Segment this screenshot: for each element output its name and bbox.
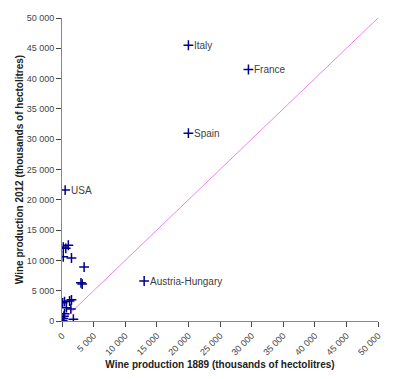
svg-text:5 000: 5 000 <box>32 286 55 296</box>
svg-text:50 000: 50 000 <box>27 13 55 23</box>
svg-text:Wine production 1889 (thousand: Wine production 1889 (thousands of hecto… <box>105 359 334 370</box>
svg-text:10 000: 10 000 <box>103 331 130 358</box>
svg-text:45 000: 45 000 <box>324 331 351 358</box>
svg-text:Wine production 2012 (thousand: Wine production 2012 (thousands of hecto… <box>14 55 25 284</box>
svg-text:45 000: 45 000 <box>27 43 55 53</box>
svg-text:USA: USA <box>71 185 92 196</box>
svg-text:35 000: 35 000 <box>27 104 55 114</box>
svg-text:50 000: 50 000 <box>356 331 383 358</box>
svg-text:5 000: 5 000 <box>75 331 98 354</box>
svg-text:40 000: 40 000 <box>293 331 320 358</box>
svg-text:30 000: 30 000 <box>27 134 55 144</box>
svg-text:Austria-Hungary: Austria-Hungary <box>150 276 222 287</box>
svg-text:15 000: 15 000 <box>27 225 55 235</box>
svg-text:10 000: 10 000 <box>27 256 55 266</box>
svg-text:0: 0 <box>49 316 54 326</box>
svg-text:15 000: 15 000 <box>135 331 162 358</box>
svg-text:20 000: 20 000 <box>27 195 55 205</box>
svg-text:Italy: Italy <box>194 40 212 51</box>
svg-text:0: 0 <box>56 331 67 342</box>
svg-text:35 000: 35 000 <box>261 331 288 358</box>
svg-text:20 000: 20 000 <box>166 331 193 358</box>
svg-text:40 000: 40 000 <box>27 74 55 84</box>
svg-text:Spain: Spain <box>194 128 220 139</box>
svg-text:France: France <box>254 64 286 75</box>
svg-text:25 000: 25 000 <box>27 165 55 175</box>
svg-text:30 000: 30 000 <box>230 331 257 358</box>
svg-text:25 000: 25 000 <box>198 331 225 358</box>
